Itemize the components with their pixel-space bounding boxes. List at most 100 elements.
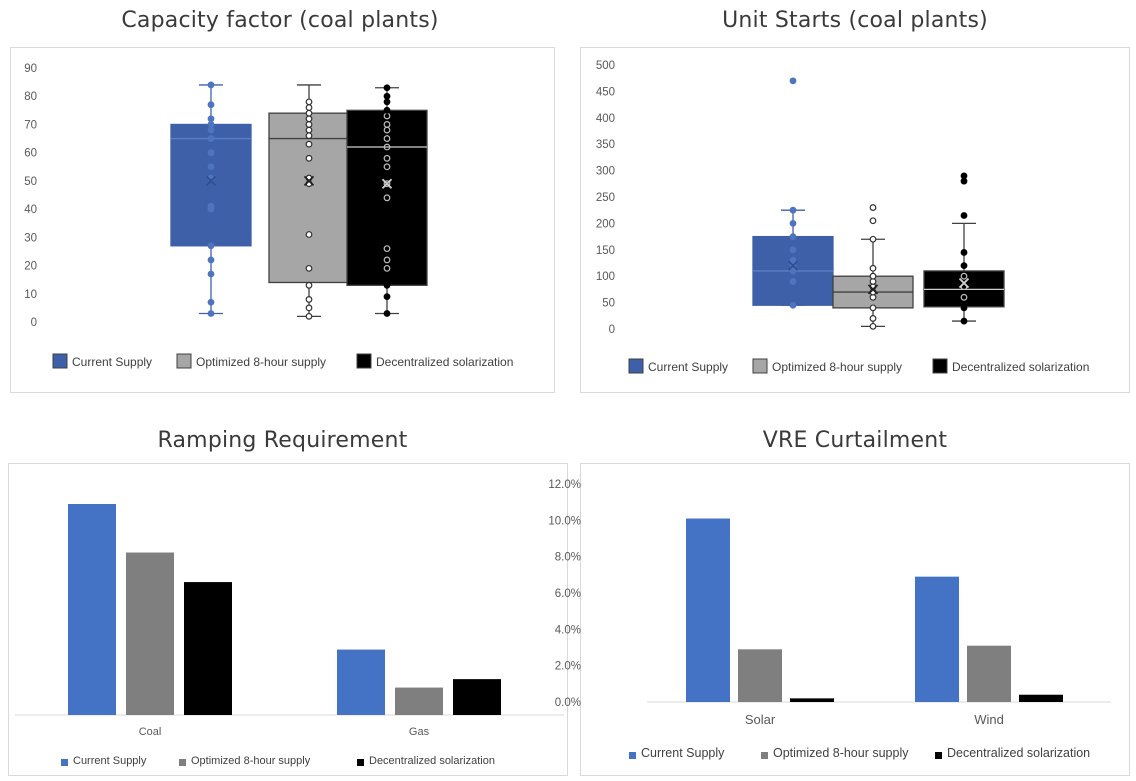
data-point-2-7	[383, 180, 391, 188]
data-point-2-9	[383, 154, 391, 162]
legend-swatch-2	[357, 759, 364, 766]
chart-title-ramping: Ramping Requirement	[157, 428, 408, 453]
data-point-2-10	[383, 143, 391, 151]
data-point-0-3	[207, 256, 215, 264]
bar-0-1	[126, 552, 174, 715]
legend-label-1: Optimized 8-hour supply	[191, 755, 311, 767]
vre-curtailment-svg: 0.0% 2.0% 4.0% 6.0% 8.0% 10.0% 12.0% Solar Wind C…	[548, 479, 1111, 760]
y-tick-label-5: 10.0%	[548, 515, 581, 527]
legend-label-0: Current Supply	[73, 755, 147, 767]
data-point-0-0	[789, 301, 797, 309]
data-point-0-8	[789, 206, 797, 214]
y-tick-label-6: 60	[24, 148, 37, 160]
mean-marker-0	[787, 260, 799, 271]
legend-swatch-0	[52, 353, 68, 369]
data-point-0-0	[207, 310, 215, 317]
data-point-2-2	[960, 293, 968, 301]
y-tick-label-4: 200	[596, 218, 615, 230]
y-tick-label-10: 500	[596, 60, 615, 72]
data-point-0-13	[207, 115, 215, 123]
y-tick-label-0: 0.0%	[555, 697, 581, 709]
y-tick-label-8: 400	[596, 113, 615, 125]
mean-marker-2	[958, 277, 970, 289]
capacity-factor-chart: 0 10 20 30 40 50 60 70 80 90 Current Supply Optimiz…	[10, 47, 555, 393]
legend-label-1: Optimized 8-hour supply	[773, 746, 909, 760]
data-point-2-17	[383, 92, 391, 100]
data-point-2-5	[383, 245, 391, 253]
data-point-2-0	[383, 310, 391, 317]
y-tick-label-6: 300	[596, 166, 615, 178]
chart-title-vre-curtailment: VRE Curtailment	[762, 428, 948, 453]
data-point-2-5	[960, 262, 968, 270]
data-point-1-5	[305, 231, 313, 238]
legend-label-2: Decentralized solarization	[376, 355, 513, 369]
data-point-1-9	[305, 140, 313, 148]
data-point-1-12	[305, 121, 313, 128]
y-tick-label-1: 50	[602, 298, 615, 310]
data-point-0-6	[207, 202, 215, 210]
data-point-2-1	[383, 293, 391, 301]
data-point-1-10	[869, 217, 877, 225]
bar-0-0	[68, 504, 116, 715]
category-label-1: Wind	[974, 712, 1004, 727]
data-point-1-11	[305, 126, 313, 134]
data-point-0-2	[207, 270, 215, 278]
data-point-2-7	[960, 212, 968, 219]
y-tick-label-4: 8.0%	[555, 552, 581, 564]
data-point-2-1	[960, 304, 968, 312]
data-point-1-15	[305, 104, 313, 111]
data-point-0-4	[789, 256, 797, 264]
y-tick-label-3: 30	[24, 232, 37, 244]
bar-1-1	[395, 687, 443, 715]
y-tick-label-3: 6.0%	[555, 588, 581, 600]
data-point-1-16	[305, 98, 313, 106]
data-point-0-15	[207, 81, 215, 89]
data-point-2-6	[383, 194, 391, 202]
bar-1-1	[967, 645, 1011, 702]
data-point-1-8	[305, 154, 313, 162]
data-point-2-4	[960, 272, 968, 280]
mean-marker-0	[205, 175, 217, 187]
bar-1-0	[337, 649, 385, 715]
y-tick-label-2: 100	[596, 271, 615, 283]
data-point-1-3	[305, 281, 313, 289]
data-point-0-1	[207, 298, 215, 306]
legend-swatch-1	[761, 752, 768, 759]
bar-0-2	[790, 698, 834, 702]
mean-marker-1	[303, 175, 315, 187]
vre-curtailment-chart: 0.0% 2.0% 4.0% 6.0% 8.0% 10.0% 12.0% Solar Wind C…	[548, 463, 1130, 776]
y-tick-label-0: 0	[31, 317, 37, 329]
data-point-2-6	[960, 249, 968, 256]
data-point-1-2	[869, 304, 877, 312]
chart-title-unit-starts: Unit Starts (coal plants)	[722, 8, 988, 33]
data-point-1-0	[305, 312, 313, 320]
y-tick-label-2: 4.0%	[555, 624, 581, 636]
legend-label-1: Optimized 8-hour supply	[196, 355, 326, 369]
y-tick-label-5: 250	[596, 192, 615, 204]
bar-0-0	[686, 518, 730, 702]
data-point-2-2	[383, 281, 391, 289]
data-point-1-9	[869, 235, 877, 243]
legend-label-2: Decentralized solarization	[947, 746, 1090, 760]
data-point-2-4	[383, 256, 391, 264]
data-point-1-1	[305, 304, 313, 312]
bar-1-2	[1019, 694, 1063, 702]
data-point-1-7	[869, 272, 877, 280]
data-point-1-8	[869, 264, 877, 272]
data-point-2-8	[383, 163, 391, 171]
data-point-1-0	[869, 322, 877, 330]
data-point-1-4	[305, 264, 313, 272]
legend-label-0: Current Supply	[648, 360, 728, 374]
y-tick-label-1: 10	[24, 289, 37, 301]
legend-swatch-2	[356, 353, 372, 369]
data-point-0-9	[207, 149, 215, 157]
box-0	[170, 123, 252, 247]
data-point-0-9	[789, 77, 797, 85]
category-label-0: Solar	[745, 712, 776, 727]
data-point-1-13	[305, 115, 313, 123]
ramping-svg: Coal Gas Current Supply Optimized 8-hour su…	[15, 504, 564, 767]
data-point-2-0	[960, 317, 968, 325]
y-tick-label-7: 70	[24, 119, 37, 131]
ramping-chart: Coal Gas Current Supply Optimized 8-hour su…	[8, 463, 568, 776]
data-point-0-7	[789, 219, 797, 227]
